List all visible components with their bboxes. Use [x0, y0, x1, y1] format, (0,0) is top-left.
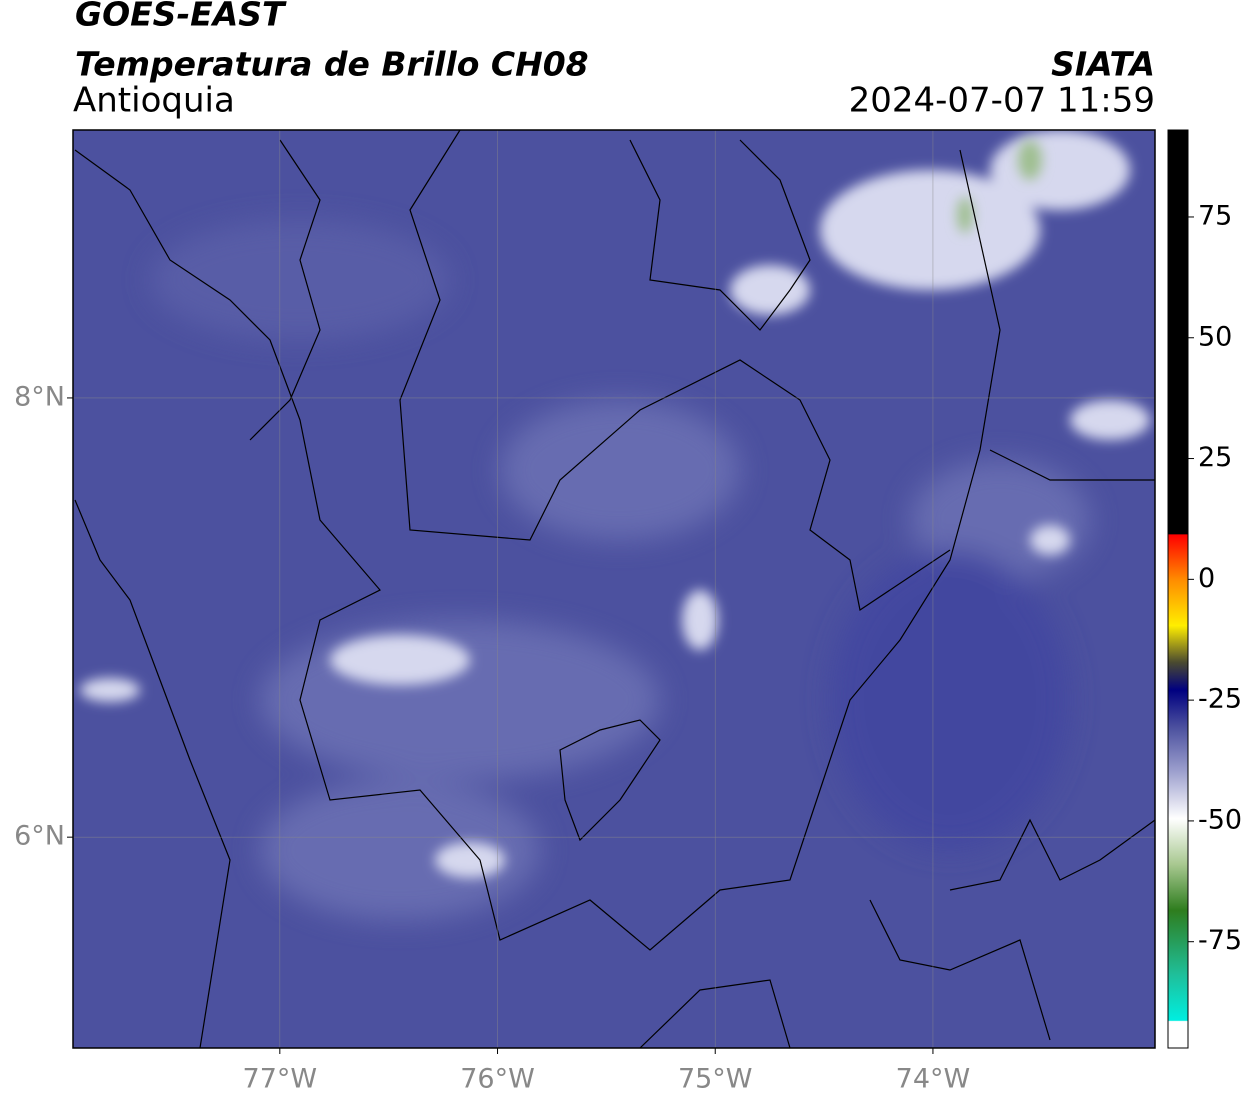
colorbar — [1167, 129, 1189, 1049]
map-image — [73, 130, 1155, 1048]
grid — [73, 130, 1155, 1048]
colorbar-tick-label: 0 — [1198, 563, 1215, 594]
x-tick-label: 75°W — [678, 1064, 753, 1095]
source: SIATA — [1051, 45, 1155, 84]
datetime: 2024-07-07 11:59 — [849, 81, 1155, 121]
colorbar-tick-label: -25 — [1198, 684, 1242, 715]
colorbar-tick-label: 25 — [1198, 442, 1232, 473]
x-tick-label: 77°W — [243, 1064, 318, 1095]
y-tick-label: 8°N — [14, 381, 65, 412]
map-frame — [72, 129, 1156, 1049]
colorbar-tick-label: 75 — [1198, 200, 1232, 231]
y-tick-label: 6°N — [14, 821, 65, 852]
colorbar-tick-label: -50 — [1198, 804, 1242, 835]
subtitle: Temperatura de Brillo CH08 — [75, 45, 589, 84]
title: GOES-EAST — [75, 0, 287, 34]
colorbar-tick-label: -75 — [1198, 925, 1242, 956]
region: Antioquia — [73, 81, 235, 121]
colorbar-tick-label: 50 — [1198, 321, 1232, 352]
x-tick-label: 76°W — [460, 1064, 535, 1095]
x-tick-label: 74°W — [896, 1064, 971, 1095]
